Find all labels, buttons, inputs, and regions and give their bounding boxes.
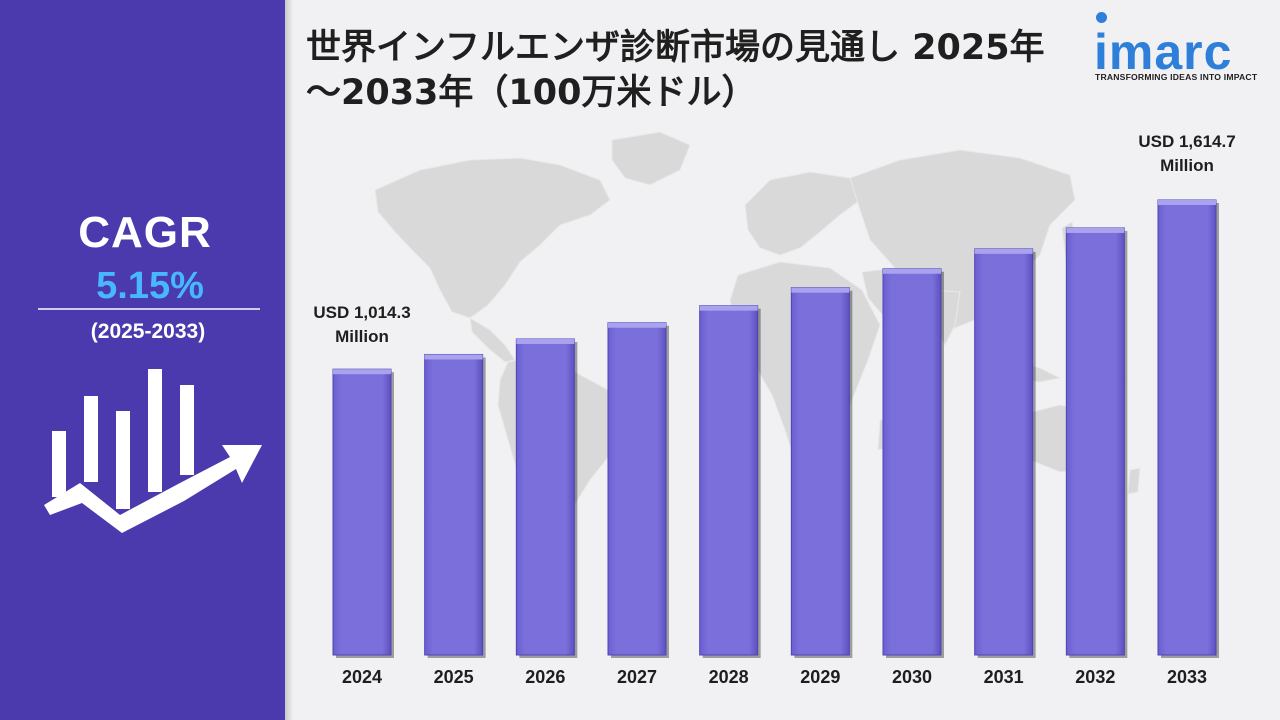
bar-cap-2030: [883, 268, 941, 274]
last-value-unit: Million: [1160, 156, 1214, 175]
bar-cap-2029: [791, 287, 850, 293]
cagr-value: 5.15%: [96, 265, 204, 307]
bar-2024: [332, 368, 392, 656]
x-tick-label: 2029: [800, 667, 840, 687]
bar-cap-2025: [424, 354, 483, 360]
bar-2032: [1065, 227, 1125, 656]
x-tick-label: 2030: [892, 667, 932, 687]
bar-2029: [790, 287, 850, 656]
bar-cap-2027: [608, 322, 666, 328]
bar-2033: [1157, 199, 1217, 656]
bar-2030: [882, 268, 942, 656]
bar-cap-2031: [974, 248, 1033, 254]
imarc-logo: imarc TRANSFORMING IDEAS INTO IMPACT: [1090, 12, 1270, 92]
x-tick-label: 2024: [342, 667, 382, 687]
chart-title-line2: 〜2033年（100万米ドル）: [306, 73, 757, 113]
first-value-unit: Million: [335, 327, 389, 347]
last-value-amount: USD 1,614.7: [1138, 132, 1236, 151]
logo-tagline: TRANSFORMING IDEAS INTO IMPACT: [1095, 72, 1258, 82]
logo-wordmark: imarc: [1094, 24, 1233, 80]
cagr-period: (2025-2033): [90, 320, 206, 343]
x-tick-label: 2028: [709, 667, 749, 687]
bar-cap-2032: [1066, 227, 1125, 233]
x-tick-label: 2026: [525, 667, 565, 687]
x-tick-label: 2033: [1167, 667, 1207, 687]
bar-cap-2026: [516, 339, 575, 345]
bar-cap-2033: [1158, 200, 1216, 205]
x-tick-label: 2032: [1075, 667, 1115, 687]
cagr-panel: CAGR 5.15% (2025-2033): [0, 0, 293, 720]
panel-shadow: [285, 0, 293, 720]
logo-dot: [1096, 12, 1107, 23]
chart-title-line1: 世界インフルエンザ診断市場の見通し 2025年: [306, 28, 1045, 68]
last-value-annotation: USD 1,614.7 Million: [1115, 130, 1259, 178]
bar-2026: [515, 338, 575, 656]
growth-chart-icon: [44, 369, 262, 533]
bar-2025: [424, 353, 484, 656]
chart-title: 世界インフルエンザ診断市場の見通し 2025年 〜2033年（100万米ドル）: [306, 26, 1096, 116]
x-tick-label: 2025: [434, 667, 474, 687]
first-value-annotation: USD 1,014.3 Million: [292, 301, 432, 349]
cagr-divider: [38, 308, 260, 310]
bar-2028: [699, 305, 759, 656]
x-tick-label: 2031: [984, 667, 1024, 687]
bar-2027: [607, 322, 667, 656]
bar-2031: [974, 248, 1034, 656]
bar-cap-2024: [333, 369, 391, 375]
first-value-amount: USD 1,014.3: [313, 303, 411, 323]
bar-cap-2028: [699, 305, 758, 311]
x-tick-label: 2027: [617, 667, 657, 687]
cagr-label: CAGR: [78, 208, 212, 257]
